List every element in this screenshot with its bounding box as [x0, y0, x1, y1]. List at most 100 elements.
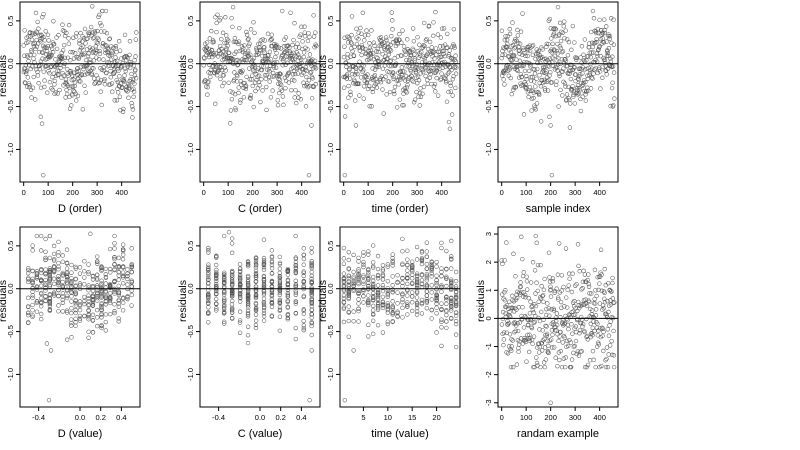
data-point	[400, 261, 405, 266]
data-point	[122, 73, 127, 78]
data-point	[27, 82, 32, 88]
data-point	[434, 75, 439, 81]
data-point	[377, 78, 383, 83]
data-point	[503, 33, 508, 39]
data-point	[380, 277, 386, 282]
data-point	[277, 273, 283, 279]
data-point	[269, 37, 274, 42]
data-point	[221, 49, 226, 54]
data-point	[439, 343, 444, 349]
data-point	[388, 48, 394, 53]
data-point	[534, 76, 539, 81]
plot-frame	[19, 1, 141, 183]
data-point	[77, 299, 83, 304]
data-point	[435, 32, 441, 37]
data-point	[221, 233, 227, 239]
data-point	[536, 91, 542, 96]
data-point	[30, 64, 35, 69]
data-point	[586, 272, 591, 277]
data-point	[375, 322, 381, 328]
data-point	[213, 276, 219, 281]
data-point	[577, 269, 582, 274]
data-point	[73, 266, 78, 271]
data-point	[346, 295, 351, 300]
data-point	[390, 18, 395, 23]
data-point	[414, 302, 420, 308]
data-point	[346, 318, 351, 324]
data-point	[293, 265, 299, 270]
data-point	[558, 45, 563, 51]
data-point	[69, 103, 74, 108]
data-point	[426, 68, 431, 74]
data-point	[261, 314, 267, 319]
data-point	[419, 300, 425, 306]
data-point	[217, 18, 222, 23]
data-point	[540, 328, 545, 333]
data-point	[51, 243, 57, 249]
data-point	[606, 280, 611, 286]
data-point	[64, 247, 70, 252]
data-point	[125, 64, 130, 69]
x-axis-label: time (value)	[371, 428, 428, 440]
data-point	[562, 335, 567, 340]
data-point	[261, 273, 267, 279]
data-point	[510, 338, 515, 343]
data-point	[206, 320, 211, 325]
data-point	[121, 106, 126, 112]
data-point	[546, 64, 552, 69]
data-point	[56, 239, 61, 245]
data-point	[353, 98, 358, 103]
data-point	[351, 274, 356, 279]
data-point	[134, 30, 139, 35]
data-point	[400, 249, 405, 254]
data-point	[380, 305, 386, 311]
data-point	[372, 73, 378, 78]
data-point	[609, 315, 615, 320]
data-point	[604, 313, 609, 318]
data-point	[236, 85, 241, 90]
data-point	[279, 88, 285, 93]
data-point	[56, 278, 61, 283]
data-point	[133, 54, 138, 59]
data-point	[51, 290, 57, 295]
data-point	[70, 50, 75, 55]
data-point	[56, 287, 61, 293]
data-point	[547, 60, 552, 65]
data-point	[580, 317, 585, 322]
data-point	[64, 30, 69, 36]
data-point	[367, 103, 372, 109]
data-point	[351, 53, 357, 59]
data-point	[503, 68, 508, 73]
data-point	[438, 35, 444, 40]
data-point	[277, 285, 283, 290]
y-tick-label: -1.0	[484, 143, 493, 156]
data-point	[34, 268, 40, 274]
data-point	[206, 266, 211, 271]
data-point	[564, 338, 570, 344]
data-point	[585, 73, 590, 78]
data-point	[375, 276, 381, 281]
data-point	[102, 82, 108, 87]
data-point	[79, 51, 85, 57]
data-point	[519, 74, 524, 79]
data-point	[610, 54, 615, 59]
outlier-point	[549, 172, 555, 178]
data-point	[390, 258, 395, 264]
data-point	[361, 287, 366, 292]
data-point	[41, 69, 46, 74]
data-point	[411, 38, 417, 44]
data-point	[558, 315, 563, 320]
data-point	[26, 277, 31, 282]
data-point	[417, 42, 422, 47]
data-point	[68, 68, 73, 74]
data-point	[590, 333, 595, 338]
data-point	[453, 318, 459, 324]
data-point	[56, 32, 61, 38]
data-point	[222, 297, 227, 302]
data-point	[228, 108, 234, 113]
data-point	[309, 293, 314, 298]
data-point	[553, 33, 558, 39]
data-point	[453, 332, 459, 337]
